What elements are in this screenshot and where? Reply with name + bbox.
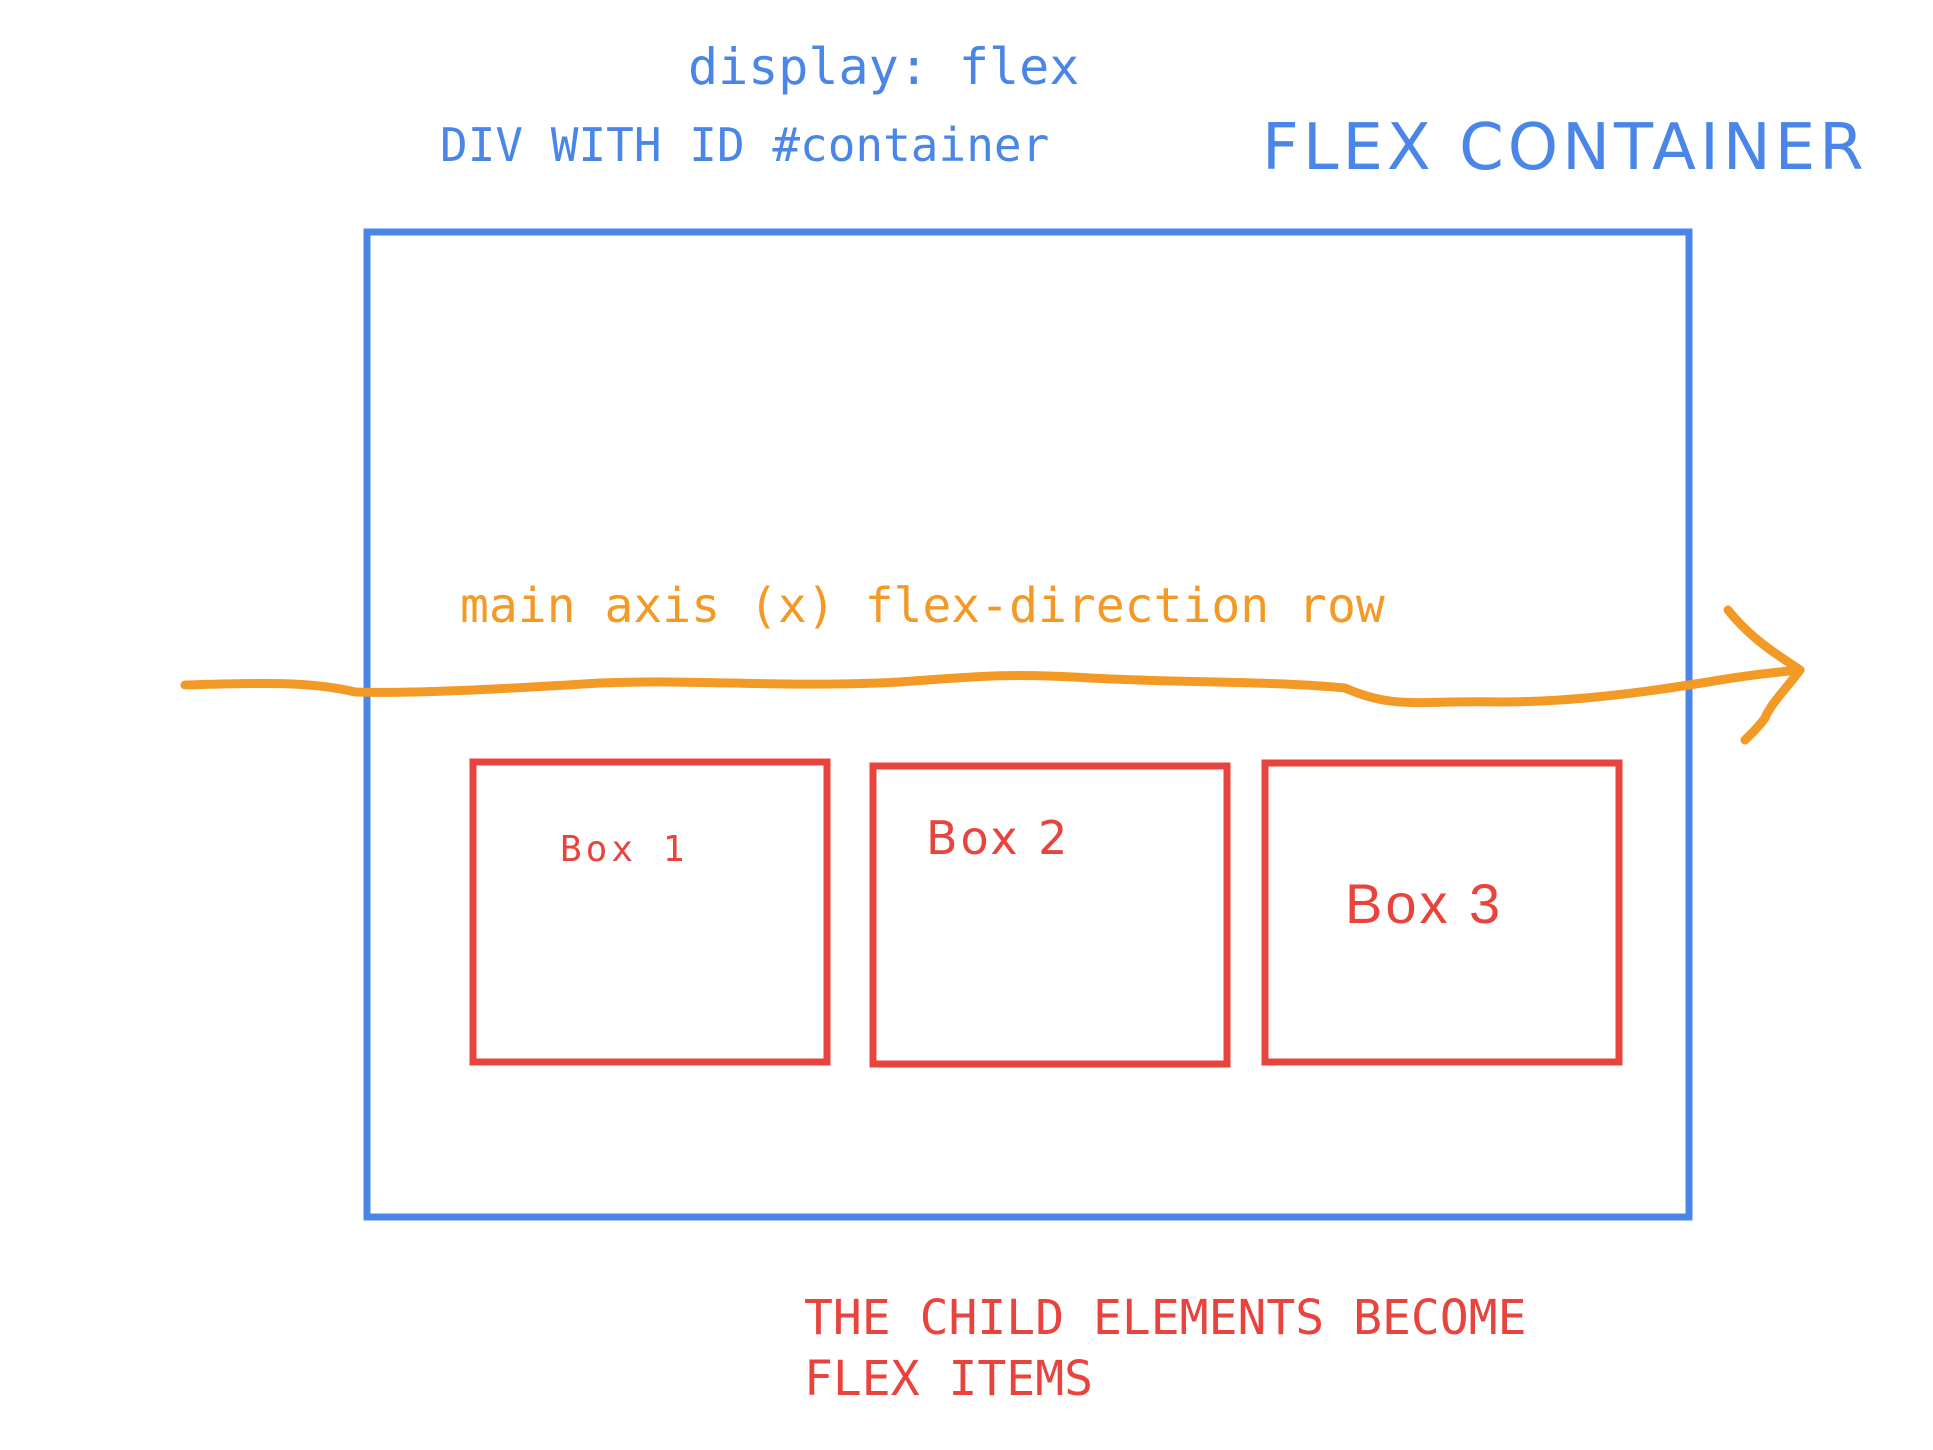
child-elements-note-line2: FLEX ITEMS [804, 1351, 1093, 1407]
box3-rect [1261, 759, 1623, 1066]
box3-label: Box 3 [1345, 872, 1504, 935]
box1-label: Box 1 [560, 829, 689, 870]
main-axis-arrow-line [180, 665, 1805, 708]
div-id-label: DIV WITH ID #container [440, 118, 1050, 172]
box2-label: Box 2 [926, 811, 1071, 865]
child-elements-note-line1: THE CHILD ELEMENTS BECOME [804, 1290, 1527, 1346]
main-axis-label: main axis (x) flex-direction row [460, 578, 1385, 634]
display-flex-label: display: flex [688, 38, 1080, 96]
flex-container-label: FLEX CONTAINER [1262, 111, 1868, 185]
main-axis-arrow-head [1723, 605, 1805, 745]
flex-container-box [363, 228, 1693, 1221]
box1-rect [469, 758, 831, 1066]
box2-rect [869, 762, 1231, 1068]
